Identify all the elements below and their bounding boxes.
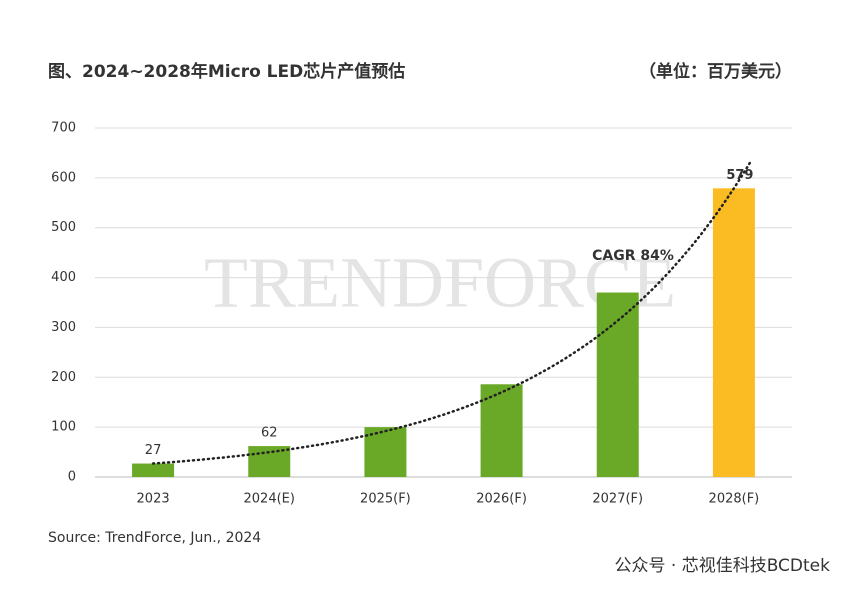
data-label: 27 bbox=[145, 443, 162, 458]
x-tick-label: 2024(E) bbox=[244, 492, 295, 507]
x-tick-label: 2026(F) bbox=[476, 492, 527, 507]
x-tick-label: 2028(F) bbox=[709, 492, 760, 507]
trend-line bbox=[151, 159, 753, 465]
bar bbox=[712, 188, 755, 477]
data-label: 62 bbox=[261, 426, 278, 441]
unit-label: （单位：百万美元） bbox=[639, 61, 792, 82]
footer: 公众号 · 芯视佳科技BCDtek bbox=[614, 556, 830, 576]
y-tick-label: 400 bbox=[51, 270, 76, 285]
bar bbox=[480, 384, 523, 477]
x-tick-label: 2027(F) bbox=[592, 492, 643, 507]
source: Source: TrendForce, Jun., 2024 bbox=[48, 530, 261, 546]
x-tick-label: 2023 bbox=[137, 492, 170, 507]
chart-title: 图、2024~2028年Micro LED芯片产值预估 bbox=[48, 61, 405, 82]
y-tick-label: 600 bbox=[51, 170, 76, 185]
y-tick-label: 200 bbox=[51, 370, 76, 385]
data-label: 579 bbox=[726, 168, 753, 183]
y-tick-label: 100 bbox=[51, 420, 76, 435]
y-tick-label: 700 bbox=[51, 121, 76, 136]
x-tick-label: 2025(F) bbox=[360, 492, 411, 507]
bar bbox=[132, 463, 175, 477]
y-tick-label: 500 bbox=[51, 220, 76, 235]
trend-label: CAGR 84% bbox=[592, 248, 674, 264]
bar bbox=[596, 292, 639, 477]
y-tick-label: 300 bbox=[51, 320, 76, 335]
y-tick-label: 0 bbox=[68, 470, 76, 485]
